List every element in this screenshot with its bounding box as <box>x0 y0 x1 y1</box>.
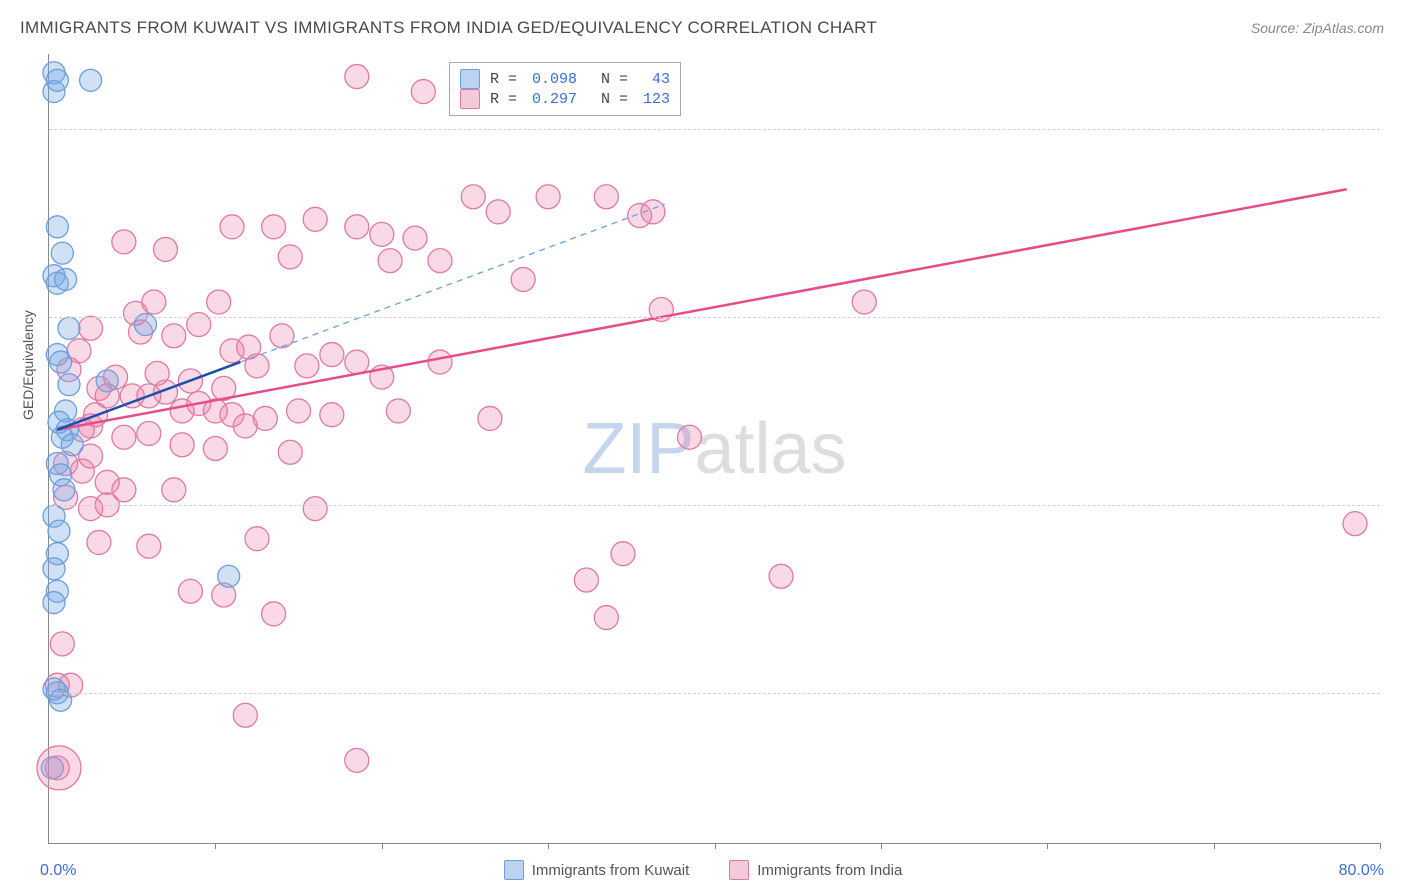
correlation-legend: R = 0.098 N = 43 R = 0.297 N = 123 <box>449 62 681 116</box>
legend-r-value-kuwait: 0.098 <box>532 71 577 88</box>
legend-r-label: R = <box>490 91 526 108</box>
legend-swatch-kuwait-bottom <box>504 860 524 880</box>
legend-label-kuwait: Immigrants from Kuwait <box>532 862 690 879</box>
source-label: Source: ZipAtlas.com <box>1251 20 1384 36</box>
legend-swatch-kuwait <box>460 69 480 89</box>
chart-plot-area: ZIPatlas R = 0.098 N = 43 R = 0.297 N = … <box>48 54 1380 844</box>
legend-n-label: N = <box>583 71 637 88</box>
legend-label-india: Immigrants from India <box>757 862 902 879</box>
legend-n-value-india: 123 <box>643 91 670 108</box>
legend-swatch-india <box>460 89 480 109</box>
legend-item-india: Immigrants from India <box>729 860 902 880</box>
legend-row-india: R = 0.297 N = 123 <box>460 89 670 109</box>
legend-r-label: R = <box>490 71 526 88</box>
legend-n-label: N = <box>583 91 637 108</box>
scatter-svg <box>49 54 1380 843</box>
series-legend: Immigrants from Kuwait Immigrants from I… <box>0 860 1406 880</box>
legend-item-kuwait: Immigrants from Kuwait <box>504 860 690 880</box>
y-axis-label: GED/Equivalency <box>20 310 36 420</box>
chart-title: IMMIGRANTS FROM KUWAIT VS IMMIGRANTS FRO… <box>20 18 877 38</box>
legend-row-kuwait: R = 0.098 N = 43 <box>460 69 670 89</box>
legend-swatch-india-bottom <box>729 860 749 880</box>
legend-n-value-kuwait: 43 <box>643 71 670 88</box>
legend-r-value-india: 0.297 <box>532 91 577 108</box>
